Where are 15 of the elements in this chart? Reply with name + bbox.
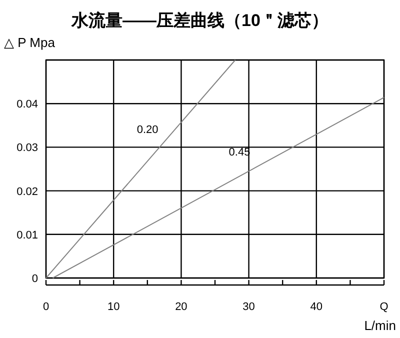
x-tick-label: Q [380,301,389,313]
x-tick-label: 0 [42,301,50,313]
y-tick-label: 0.03 [16,142,38,154]
chart-title: 水流量——压差曲线（10＂滤芯） [70,11,328,30]
x-axis-title: L/min [364,318,396,333]
x-tick-label: 30 [242,301,255,313]
x-tick-label: 10 [107,301,120,313]
y-tick-label: 0.01 [16,229,38,242]
x-tick-label: 40 [310,301,323,313]
series-label: 0.20 [136,124,158,136]
y-tick-label: 0.04 [16,98,38,111]
y-tick-label: 0 [32,273,38,285]
y-axis-title: △ P Mpa [4,35,56,50]
x-tick-label: 20 [175,301,188,313]
y-tick-label: 0.02 [16,186,38,198]
